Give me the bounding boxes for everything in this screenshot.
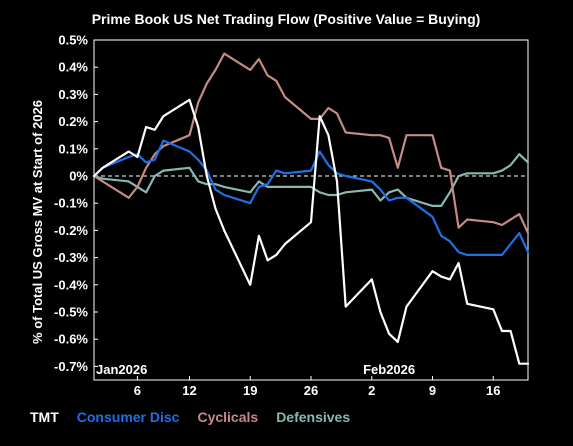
y-tick-label: 0.2% [58,114,88,129]
y-tick-label: 0.5% [58,33,88,48]
x-tick-label: 12 [182,383,196,398]
x-tick-label: 6 [134,383,141,398]
x-tick-label: 16 [486,383,500,398]
x-axis: 6 12 19 26 2 9 16 Jan2026 Feb2026 [96,362,501,398]
series-lines [92,52,530,365]
series-line-defensives [92,153,530,207]
y-axis: 0.5% 0.4% 0.3% 0.2% 0.1% 0% -0.1% -0.2% -0.3% -0.… [54,33,98,374]
y-tick-label: -0.3% [54,250,88,265]
y-axis-label: % of Total US Gross MV at Start of 2026 [30,100,45,344]
y-tick-label: 0.4% [58,60,88,75]
y-tick-label: 0% [69,169,88,184]
x-tick-label: 9 [429,383,436,398]
x-tick-label: 19 [243,383,257,398]
y-tick-label: -0.1% [54,196,88,211]
y-tick-label: 0.1% [58,141,88,156]
legend-item-defensives: Defensives [276,409,350,425]
y-tick-label: 0.3% [58,87,88,102]
legend: TMT Consumer Disc Cyclicals Defensives [30,409,350,425]
y-tick-label: -0.4% [54,277,88,292]
legend-item-consumer-disc: Consumer Disc [77,409,180,425]
series-line-cyclicals [92,52,530,235]
series-line-consumer-disc [92,139,530,256]
x-tick-label: 2 [368,383,375,398]
x-tick-label: 26 [304,383,318,398]
legend-item-tmt: TMT [30,409,59,425]
legend-item-cyclicals: Cyclicals [197,409,258,425]
series-line-tmt [92,98,530,365]
x-month-label: Jan2026 [96,362,147,377]
y-tick-label: -0.5% [54,305,88,320]
chart-title: Prime Book US Net Trading Flow (Positive… [92,11,481,27]
y-tick-label: -0.6% [54,332,88,347]
x-month-label: Feb2026 [363,362,415,377]
y-tick-label: -0.2% [54,223,88,238]
y-tick-label: -0.7% [54,359,88,374]
